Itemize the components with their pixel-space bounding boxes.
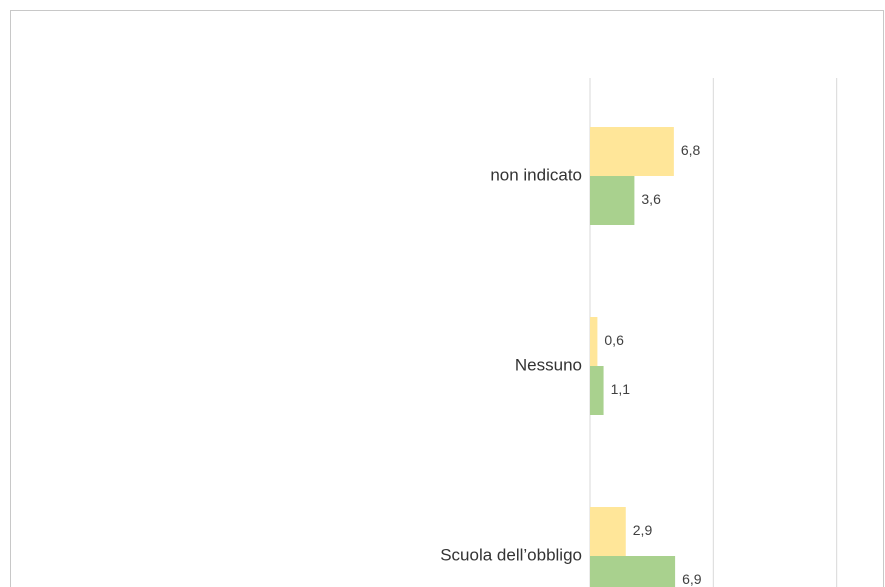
data-label: 3,6 [641, 191, 661, 207]
category-label: non indicato [490, 165, 582, 184]
data-label: 0,6 [604, 332, 624, 348]
bar [590, 507, 626, 556]
category-label: Nessuno [515, 355, 582, 374]
data-label: 6,8 [681, 142, 701, 158]
bar [590, 366, 604, 415]
data-label: 6,9 [682, 571, 702, 587]
bar [590, 556, 676, 587]
bar [590, 127, 674, 176]
data-label: 1,1 [611, 381, 631, 397]
data-label: 2,9 [633, 522, 653, 538]
bar [590, 176, 635, 225]
chart-frame [10, 10, 884, 587]
bar [590, 317, 598, 366]
category-label: Scuola dell’obbligo [440, 545, 582, 564]
